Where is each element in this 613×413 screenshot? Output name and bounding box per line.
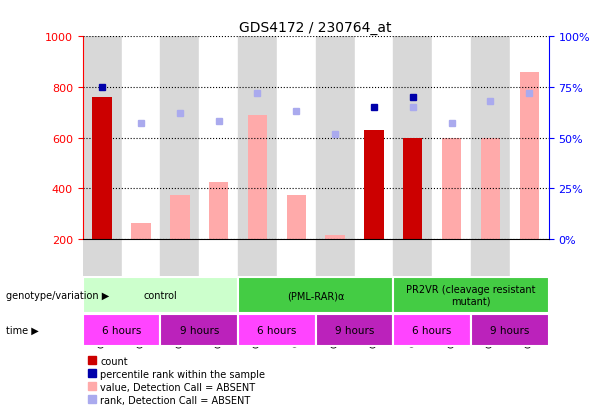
Bar — [471, 37, 510, 240]
Bar — [287, 195, 306, 240]
Bar — [432, 37, 471, 240]
Bar — [248, 116, 267, 240]
Bar — [403, 138, 422, 240]
Bar — [170, 195, 189, 240]
Text: 9 hours: 9 hours — [490, 325, 530, 335]
Text: PR2VR (cleavage resistant
mutant): PR2VR (cleavage resistant mutant) — [406, 285, 536, 306]
Bar — [121, 37, 161, 240]
Bar — [161, 37, 199, 240]
Bar — [238, 240, 277, 289]
Bar — [83, 315, 161, 346]
Bar — [93, 98, 112, 240]
Bar — [199, 37, 238, 240]
Bar — [277, 37, 316, 240]
Text: 9 hours: 9 hours — [335, 325, 374, 335]
Bar — [238, 37, 277, 240]
Bar — [403, 156, 422, 240]
Bar — [394, 240, 432, 289]
Bar — [394, 278, 549, 313]
Bar — [481, 138, 500, 240]
Bar — [394, 37, 432, 240]
Title: GDS4172 / 230764_at: GDS4172 / 230764_at — [240, 21, 392, 35]
Bar — [238, 315, 316, 346]
Bar — [510, 37, 549, 240]
Legend: count, percentile rank within the sample, value, Detection Call = ABSENT, rank, : count, percentile rank within the sample… — [88, 356, 265, 404]
Bar — [161, 240, 199, 289]
Bar — [354, 37, 394, 240]
Bar — [510, 240, 549, 289]
Bar — [83, 240, 121, 289]
Text: (PML-RAR)α: (PML-RAR)α — [287, 290, 345, 300]
Bar — [432, 240, 471, 289]
Bar — [354, 240, 394, 289]
Bar — [121, 240, 161, 289]
Bar — [131, 223, 151, 240]
Text: 9 hours: 9 hours — [180, 325, 219, 335]
Text: 6 hours: 6 hours — [102, 325, 141, 335]
Text: 6 hours: 6 hours — [413, 325, 452, 335]
Text: genotype/variation ▶: genotype/variation ▶ — [6, 290, 109, 300]
Bar — [394, 315, 471, 346]
Bar — [364, 131, 384, 240]
Bar — [471, 240, 510, 289]
Bar — [442, 138, 462, 240]
Text: control: control — [143, 290, 177, 300]
Bar — [209, 183, 228, 240]
Bar — [238, 278, 394, 313]
Bar — [316, 240, 354, 289]
Bar — [316, 37, 354, 240]
Bar — [161, 315, 238, 346]
Bar — [316, 315, 394, 346]
Bar — [83, 37, 121, 240]
Bar — [519, 73, 539, 240]
Bar — [199, 240, 238, 289]
Text: 6 hours: 6 hours — [257, 325, 297, 335]
Bar — [471, 315, 549, 346]
Bar — [277, 240, 316, 289]
Bar — [326, 236, 345, 240]
Text: time ▶: time ▶ — [6, 325, 39, 335]
Bar — [83, 278, 238, 313]
